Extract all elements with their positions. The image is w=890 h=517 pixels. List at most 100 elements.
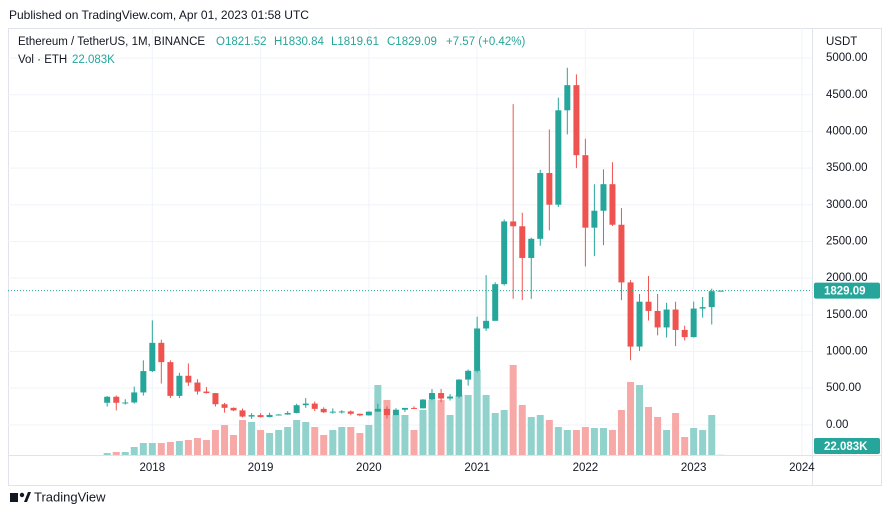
candle-body — [113, 396, 120, 403]
candle-body — [302, 403, 309, 406]
volume-bar — [302, 422, 310, 455]
volume-title: Vol · ETH — [18, 54, 67, 66]
volume-bar — [392, 415, 400, 455]
candle-body — [474, 328, 481, 371]
volume-bar — [500, 410, 508, 455]
volume-bar — [347, 427, 355, 455]
volume-bar — [112, 452, 120, 455]
volume-bar — [401, 415, 409, 455]
volume-bar — [175, 441, 183, 455]
volume-tag — [814, 438, 880, 454]
candle-body — [609, 184, 616, 225]
y-tick-label: 5000.00 — [826, 52, 868, 64]
candle-body — [699, 307, 706, 309]
candle-body — [104, 396, 111, 403]
y-tick-label: 2000.00 — [826, 272, 868, 284]
volume-bar — [166, 442, 174, 455]
candle-body — [320, 408, 327, 413]
volume-bar — [257, 430, 265, 455]
volume-bar — [230, 435, 238, 455]
ohlc-change: +7.57 (+0.42%) — [446, 36, 525, 48]
candle-body — [600, 184, 607, 211]
volume-bar — [121, 452, 129, 455]
candle-body — [338, 411, 345, 413]
candle-body — [555, 110, 562, 205]
published-note: Published on TradingView.com, Apr 01, 20… — [9, 8, 309, 22]
candle-body — [239, 410, 246, 417]
candle-body — [392, 409, 399, 416]
last-price-tag — [814, 282, 880, 299]
candle-body — [645, 301, 652, 311]
candle-body — [230, 407, 237, 411]
candle-body — [203, 391, 210, 394]
x-tick-label: 2023 — [681, 462, 707, 474]
candle-body — [158, 342, 165, 363]
candle-body — [167, 362, 174, 396]
volume-bar — [572, 430, 580, 455]
currency: USDT — [826, 36, 857, 48]
candle-body — [185, 375, 192, 383]
logo — [10, 492, 31, 502]
candle-body — [194, 382, 201, 392]
volume-bar — [248, 422, 256, 455]
volume-bar — [202, 440, 210, 455]
candle-body — [212, 393, 219, 405]
volume-bar — [681, 437, 689, 455]
candle-body — [293, 405, 300, 413]
ohlc-high: H1830.84 — [274, 36, 324, 48]
volume-bar — [491, 413, 499, 455]
candle-body — [428, 393, 435, 400]
candle-body — [654, 310, 661, 328]
candle-body — [347, 411, 354, 414]
volume-bar — [563, 430, 571, 455]
candle-body — [383, 408, 390, 416]
volume-tag-label: 22.083K — [824, 441, 868, 453]
candle-body — [519, 226, 526, 258]
volume-bar — [338, 427, 346, 455]
volume-bar — [356, 433, 364, 455]
volume-bar — [148, 443, 156, 455]
chart-frame — [8, 28, 882, 486]
candle-body — [708, 291, 715, 308]
candle-body — [284, 412, 291, 415]
candle-body — [663, 309, 670, 328]
candle-body — [573, 85, 580, 156]
y-tick-label: 4000.00 — [826, 125, 868, 137]
volume-bar — [383, 400, 391, 455]
candle-body — [627, 282, 634, 347]
volume-bar — [293, 420, 301, 455]
candle-body — [311, 403, 318, 409]
volume-bar — [275, 430, 283, 455]
volume-bar — [284, 427, 292, 455]
volume-bar — [428, 400, 436, 455]
ohlc-low: L1819.61 — [331, 36, 379, 48]
volume-bar — [193, 438, 201, 455]
volume-bar — [103, 453, 111, 455]
volume-bar — [419, 410, 427, 455]
candle-body — [356, 413, 363, 416]
volume-bar — [527, 417, 535, 455]
volume-bar — [374, 385, 382, 455]
y-tick-label: 4500.00 — [826, 89, 868, 101]
candle-body — [447, 396, 454, 399]
candle-body — [149, 342, 156, 372]
volume-bar — [518, 405, 526, 455]
volume-bar — [184, 440, 192, 455]
volume-bar — [581, 427, 589, 455]
volume-bar — [672, 413, 680, 455]
y-tick-label: 0.00 — [826, 419, 848, 431]
footer-brand: TradingView — [34, 489, 106, 504]
candle-body — [591, 210, 598, 228]
volume-bar — [536, 415, 544, 455]
x-tick-label: 2024 — [789, 462, 815, 474]
volume-bar — [708, 415, 716, 455]
candle-body — [176, 375, 183, 396]
volume-bar — [455, 395, 463, 455]
y-tick-label: 2500.00 — [826, 235, 868, 247]
candle-body — [419, 399, 426, 409]
volume-bar — [320, 435, 328, 455]
x-tick-label: 2021 — [464, 462, 490, 474]
candle-body — [672, 309, 679, 330]
volume-bar — [617, 410, 625, 455]
